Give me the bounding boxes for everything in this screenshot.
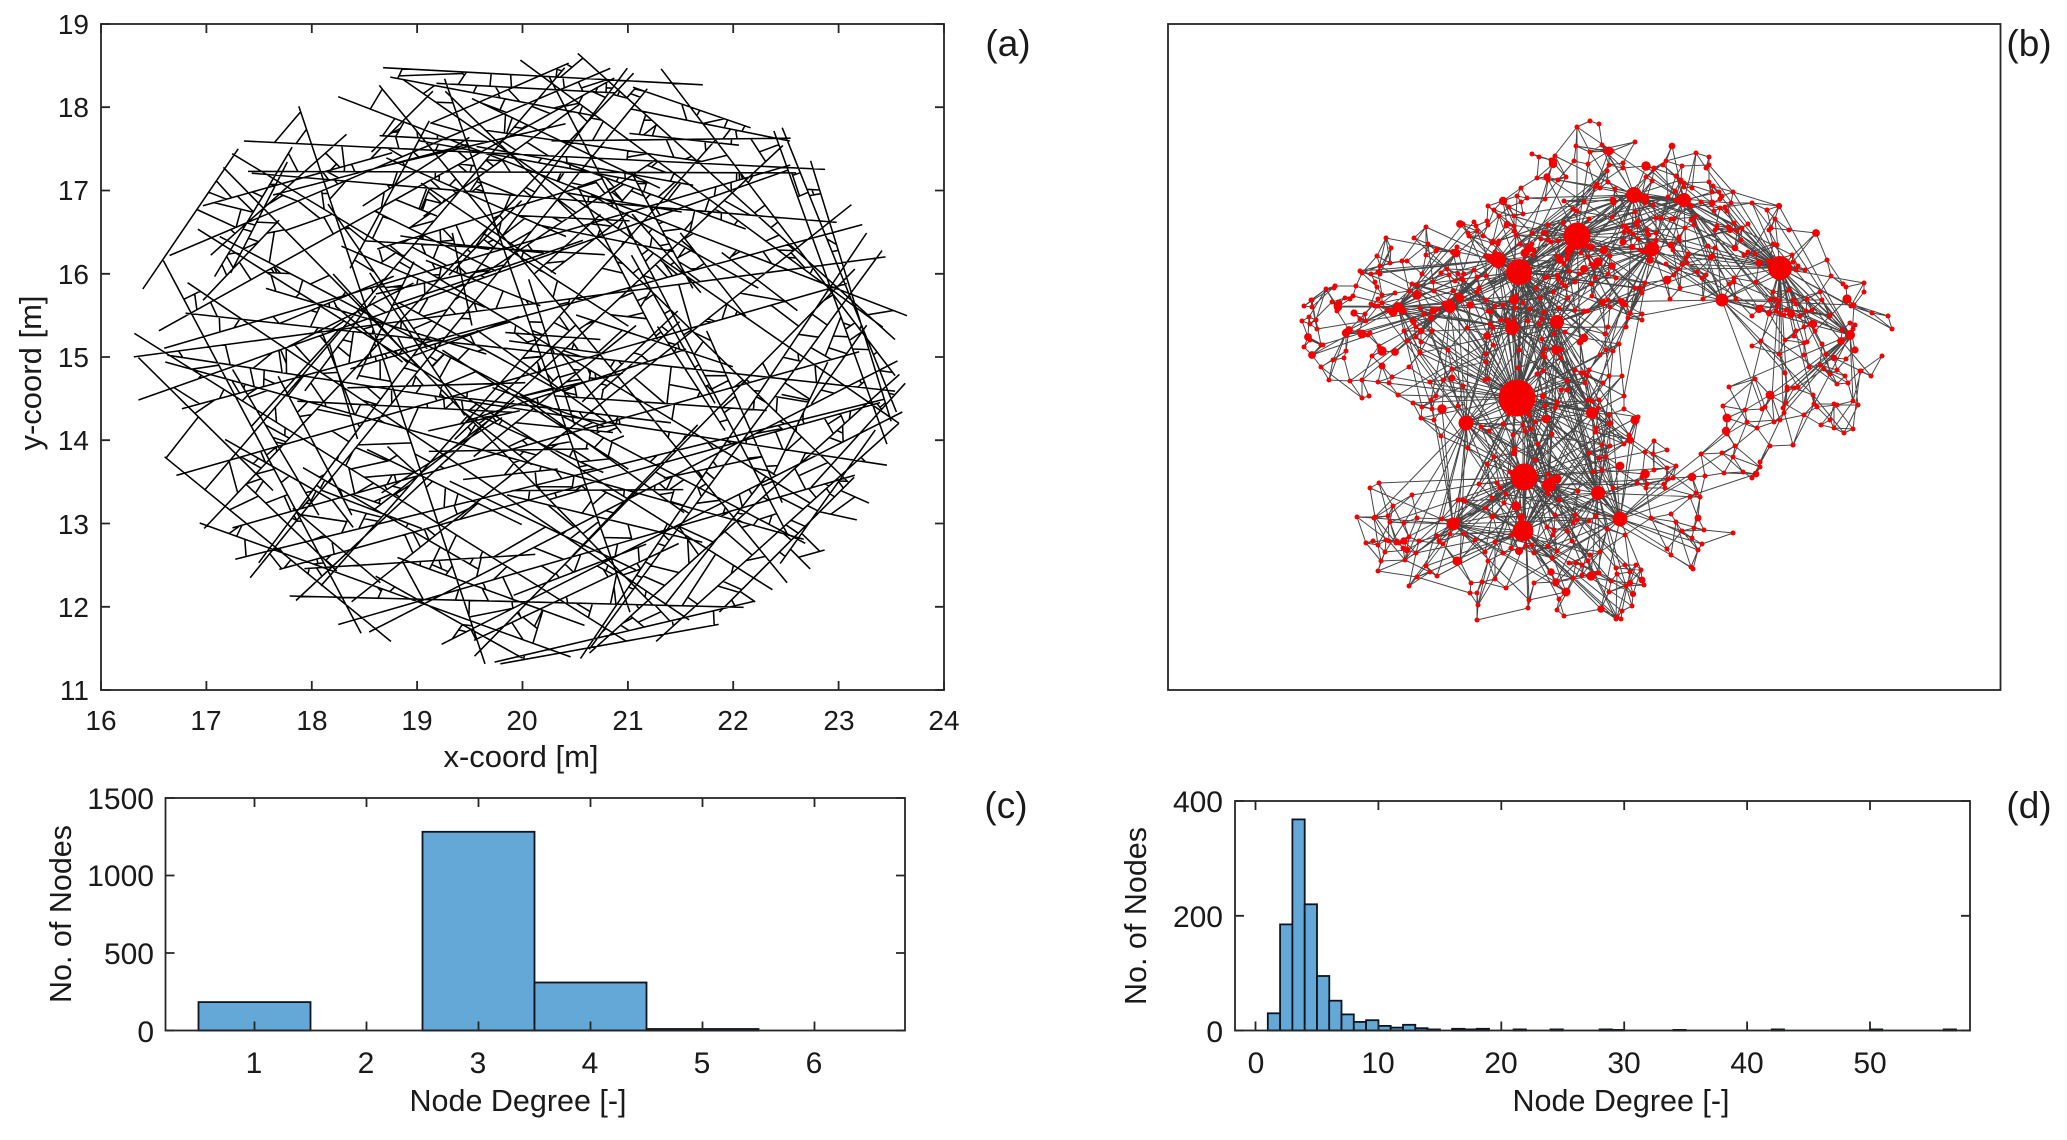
svg-text:(b): (b): [2006, 23, 2051, 64]
svg-text:16: 16: [58, 259, 89, 290]
svg-text:400: 400: [1173, 786, 1223, 819]
svg-text:1500: 1500: [87, 783, 154, 816]
svg-text:30: 30: [1607, 1047, 1640, 1080]
svg-text:12: 12: [58, 592, 89, 623]
svg-text:16: 16: [85, 705, 116, 736]
svg-text:No. of Nodes: No. of Nodes: [44, 825, 78, 1003]
svg-text:50: 50: [1853, 1047, 1886, 1080]
svg-text:6: 6: [806, 1047, 823, 1080]
svg-text:10: 10: [1361, 1047, 1394, 1080]
svg-text:20: 20: [506, 705, 537, 736]
svg-text:20: 20: [1484, 1047, 1517, 1080]
svg-text:15: 15: [58, 342, 89, 373]
svg-text:22: 22: [717, 705, 748, 736]
svg-text:No. of Nodes: No. of Nodes: [1119, 827, 1153, 1005]
svg-text:18: 18: [296, 705, 327, 736]
svg-text:3: 3: [470, 1047, 487, 1080]
svg-text:21: 21: [612, 705, 643, 736]
svg-text:200: 200: [1173, 901, 1223, 934]
svg-text:5: 5: [694, 1047, 711, 1080]
svg-text:40: 40: [1730, 1047, 1763, 1080]
svg-text:1000: 1000: [87, 860, 154, 893]
svg-text:0: 0: [1206, 1016, 1223, 1049]
svg-text:Node Degree [-]: Node Degree [-]: [1513, 1084, 1730, 1118]
svg-text:1: 1: [246, 1047, 263, 1080]
svg-text:11: 11: [60, 675, 89, 706]
svg-text:(d): (d): [2006, 785, 2051, 826]
svg-text:24: 24: [928, 705, 959, 736]
svg-text:y-coord [m]: y-coord [m]: [13, 295, 48, 450]
svg-text:4: 4: [582, 1047, 599, 1080]
svg-text:23: 23: [823, 705, 854, 736]
svg-text:17: 17: [58, 175, 89, 206]
svg-text:0: 0: [1248, 1047, 1265, 1080]
svg-text:18: 18: [58, 92, 89, 123]
svg-text:x-coord [m]: x-coord [m]: [443, 739, 598, 774]
svg-text:19: 19: [58, 9, 89, 40]
svg-text:19: 19: [401, 705, 432, 736]
svg-text:2: 2: [358, 1047, 375, 1080]
svg-text:0: 0: [137, 1016, 154, 1049]
svg-text:500: 500: [104, 938, 154, 971]
svg-text:14: 14: [58, 425, 89, 456]
svg-text:13: 13: [58, 509, 89, 540]
svg-text:(a): (a): [985, 23, 1030, 64]
svg-text:Node Degree [-]: Node Degree [-]: [410, 1084, 627, 1118]
svg-text:17: 17: [190, 705, 221, 736]
svg-text:(c): (c): [984, 785, 1027, 826]
